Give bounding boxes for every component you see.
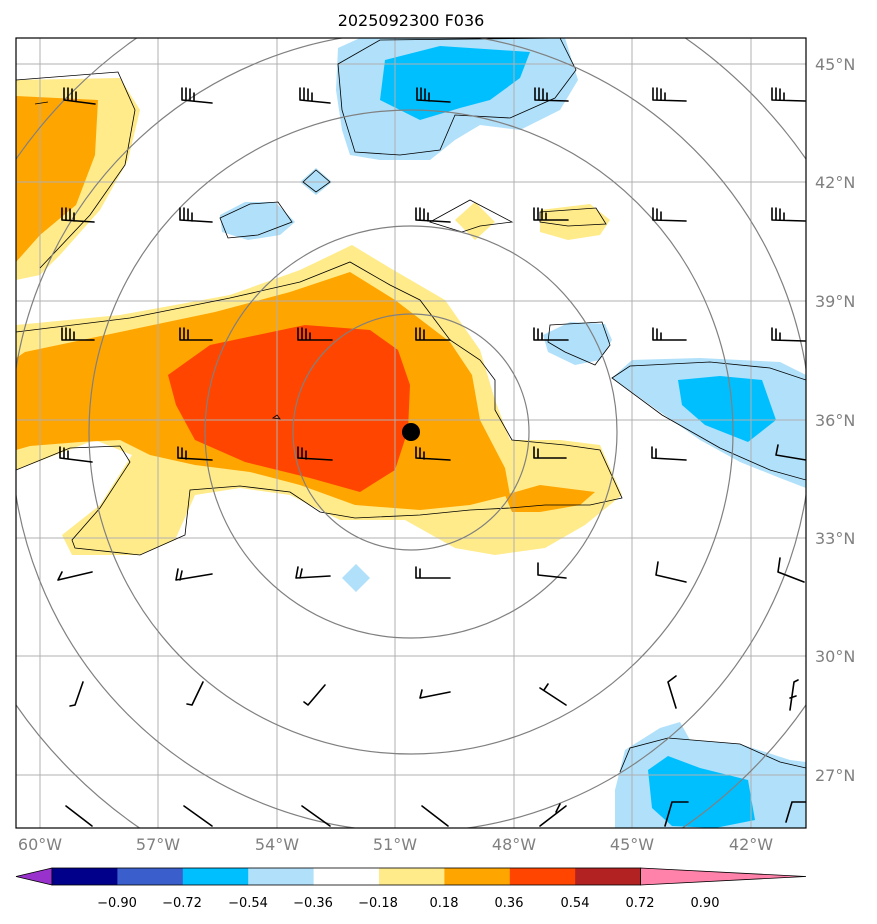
colorbar-labels: −0.90 −0.72 −0.54 −0.36 −0.18 0.18 0.36 … xyxy=(97,896,719,911)
colorbar-label-5: −0.18 xyxy=(358,896,398,911)
lat-label-33n: 33°N xyxy=(815,529,855,548)
positive-anomaly-small-2 xyxy=(540,204,610,240)
colorbar-swatch-8 xyxy=(509,868,576,885)
negative-anomaly-small-4 xyxy=(342,564,370,592)
colorbar-label-7: 0.36 xyxy=(495,896,524,911)
lat-label-45n: 45°N xyxy=(815,55,855,74)
lat-lon-grid xyxy=(16,38,806,828)
lon-label-60w: 60°W xyxy=(18,835,62,854)
lat-label-30n: 30°N xyxy=(815,647,855,666)
contour-lines xyxy=(16,38,806,773)
colorbar-swatch-2 xyxy=(117,868,184,885)
plot-frame xyxy=(15,37,807,829)
colorbar-label-2: −0.72 xyxy=(162,896,202,911)
colorbar-swatch-5 xyxy=(313,868,380,885)
lat-label-27n: 27°N xyxy=(815,766,855,785)
positive-anomaly-core-red xyxy=(168,325,410,492)
storm-center-marker xyxy=(402,423,420,441)
lat-label-36n: 36°N xyxy=(815,411,855,430)
positive-anomaly-small-1 xyxy=(455,202,495,240)
colorbar-label-4: −0.36 xyxy=(293,896,333,911)
lon-label-57w: 57°W xyxy=(136,835,180,854)
lon-label-54w: 54°W xyxy=(255,835,299,854)
colorbar: −0.90 −0.72 −0.54 −0.36 −0.18 0.18 0.36 … xyxy=(15,867,807,911)
colorbar-swatch-1 xyxy=(52,868,118,885)
colorbar-swatch-6 xyxy=(379,868,445,885)
colorbar-label-8: 0.54 xyxy=(561,896,590,911)
map-title: 2025092300 F036 xyxy=(338,11,485,30)
negative-anomaly-southeast-core xyxy=(648,756,755,828)
colorbar-extend-high xyxy=(640,867,807,886)
colorbar-swatches xyxy=(15,867,807,886)
colorbar-label-10: 0.90 xyxy=(691,896,720,911)
colorbar-swatch-7 xyxy=(444,868,511,885)
colorbar-label-9: 0.72 xyxy=(626,896,655,911)
lon-label-45w: 45°W xyxy=(610,835,654,854)
colorbar-swatch-4 xyxy=(248,868,315,885)
lon-label-48w: 48°W xyxy=(492,835,536,854)
lon-label-42w: 42°W xyxy=(729,835,773,854)
lon-tick-labels: 60°W 57°W 54°W 51°W 48°W 45°W 42°W xyxy=(18,835,773,854)
colorbar-swatch-9 xyxy=(575,868,642,885)
lat-label-39n: 39°N xyxy=(815,292,855,311)
negative-anomaly-small-2 xyxy=(220,202,295,240)
positive-anomaly-northwest-orange xyxy=(16,96,98,262)
colorbar-extend-low xyxy=(15,867,53,886)
colorbar-swatch-3 xyxy=(182,868,249,885)
lon-label-51w: 51°W xyxy=(373,835,417,854)
lat-label-42n: 42°N xyxy=(815,173,855,192)
colorbar-label-3: −0.54 xyxy=(228,896,268,911)
colorbar-label-6: 0.18 xyxy=(430,896,459,911)
colorbar-label-1: −0.90 xyxy=(97,896,137,911)
negative-anomaly-small-3 xyxy=(543,322,612,365)
lat-tick-labels: 45°N 42°N 39°N 36°N 33°N 30°N 27°N xyxy=(815,55,855,785)
colorbar-frame xyxy=(51,867,641,886)
wind-barbs xyxy=(57,87,806,827)
